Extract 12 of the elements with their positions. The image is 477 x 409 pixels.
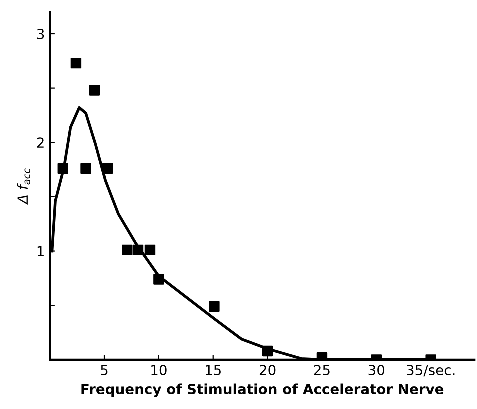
x-tick-label: 20 [260,365,276,376]
y-axis-title: Δ f$_{acc}$ [17,168,30,205]
x-tick-label: 15 [206,365,221,376]
x-tick-label: 25 [314,365,330,376]
x-tick-label: 5 [101,365,108,376]
y-tick-label: 2 [37,138,44,148]
y-tick-label: 1 [38,246,44,257]
x-tick-label: 35/sec. [407,365,455,377]
x-axis-title: Frequency of Stimulation of Accelerator Nerve [82,384,444,398]
x-tick-label: 10 [152,365,167,376]
x-tick-label: 30 [368,365,385,376]
y-tick-label: 3 [37,28,44,40]
